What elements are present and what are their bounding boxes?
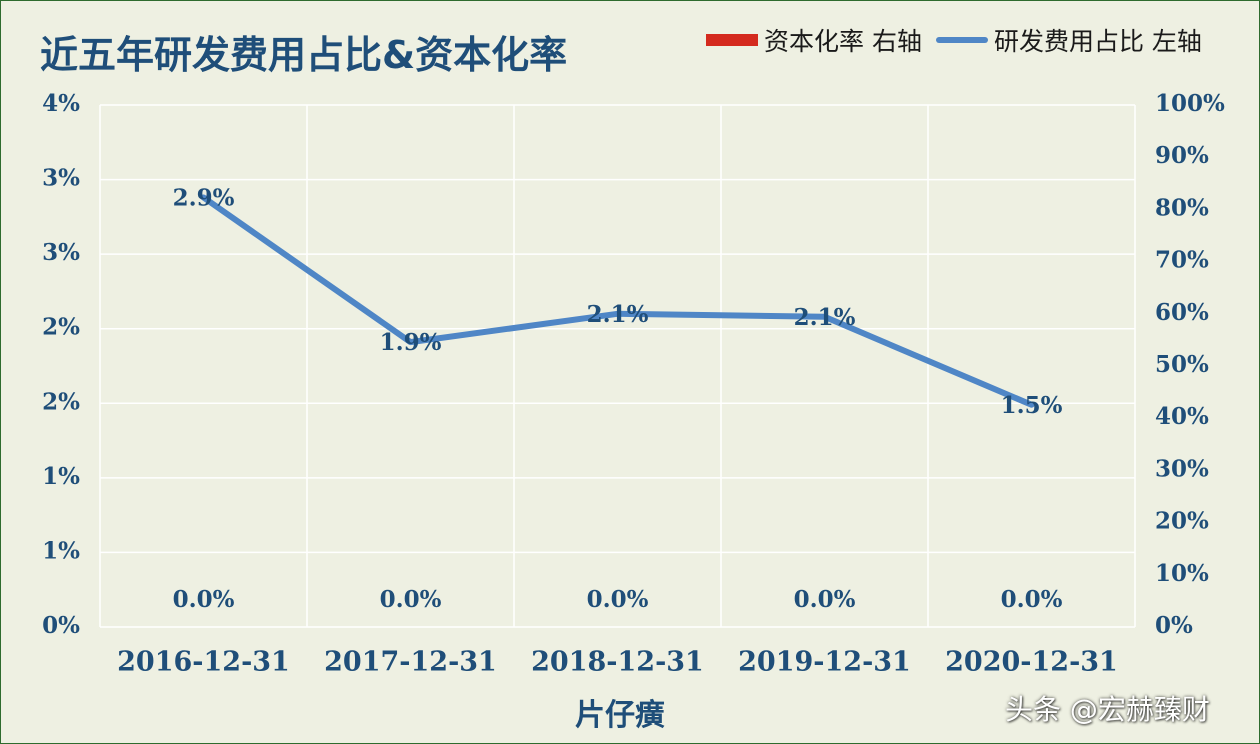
y-left-tick-label: 2% — [42, 388, 80, 415]
y-right-tick-label: 30% — [1155, 455, 1209, 482]
legend-item-capitalization: 资本化率 右轴 — [706, 22, 922, 58]
x-axis-title: 片仔癀 — [575, 698, 665, 733]
y-left-tick-label: 1% — [42, 463, 80, 490]
line-point — [408, 340, 413, 345]
line-data-label: 1.9% — [380, 329, 442, 356]
y-left-tick-label: 4% — [42, 90, 80, 117]
line-point — [822, 314, 827, 319]
y-left-tick-label: 0% — [42, 612, 80, 639]
chart-title: 近五年研发费用占比&资本化率 — [40, 33, 568, 77]
y-right-tick-label: 80% — [1155, 194, 1209, 221]
y-right-tick-label: 0% — [1155, 612, 1193, 639]
line-point — [615, 311, 620, 316]
y-left-tick-label: 3% — [42, 239, 80, 266]
chart-legend: 资本化率 右轴 研发费用占比 左轴 — [706, 22, 1216, 58]
y-left-tick-label: 2% — [42, 314, 80, 341]
x-tick-label: 2020-12-31 — [945, 647, 1118, 678]
y-right-tick-label: 60% — [1155, 299, 1209, 326]
line-data-label: 1.5% — [1001, 392, 1063, 419]
line-data-label: 2.9% — [173, 184, 235, 211]
bar-data-label: 0.0% — [794, 586, 856, 613]
y-right-tick-label: 50% — [1155, 351, 1209, 378]
line-data-label: 2.1% — [794, 304, 856, 331]
y-left-tick-label: 3% — [42, 165, 80, 192]
bar-data-label: 0.0% — [1001, 586, 1063, 613]
y-right-tick-label: 40% — [1155, 403, 1209, 430]
legend-swatch-line — [935, 37, 988, 43]
legend-item-rd-ratio: 研发费用占比 左轴 — [935, 22, 1202, 58]
x-tick-label: 2019-12-31 — [738, 647, 911, 678]
y-right-tick-label: 70% — [1155, 247, 1209, 274]
y-right-tick-label: 100% — [1155, 90, 1225, 117]
x-tick-label: 2016-12-31 — [117, 647, 290, 678]
line-point — [201, 195, 206, 200]
legend-label-capitalization: 资本化率 右轴 — [764, 27, 922, 56]
legend-swatch-bar — [706, 34, 758, 46]
bar-data-label: 0.0% — [173, 586, 235, 613]
x-tick-label: 2018-12-31 — [531, 647, 704, 678]
line-data-label: 2.1% — [587, 301, 649, 328]
bar-data-label: 0.0% — [380, 586, 442, 613]
y-right-tick-label: 20% — [1155, 508, 1209, 535]
legend-label-rd-ratio: 研发费用占比 左轴 — [993, 27, 1202, 56]
line-point — [1029, 402, 1034, 407]
watermark: 头条 @宏赫臻财 — [1005, 693, 1210, 726]
x-tick-label: 2017-12-31 — [324, 647, 497, 678]
y-right-tick-label: 10% — [1155, 560, 1209, 587]
y-right-tick-label: 90% — [1155, 142, 1209, 169]
y-left-tick-label: 1% — [42, 537, 80, 564]
bar-data-label: 0.0% — [587, 586, 649, 613]
